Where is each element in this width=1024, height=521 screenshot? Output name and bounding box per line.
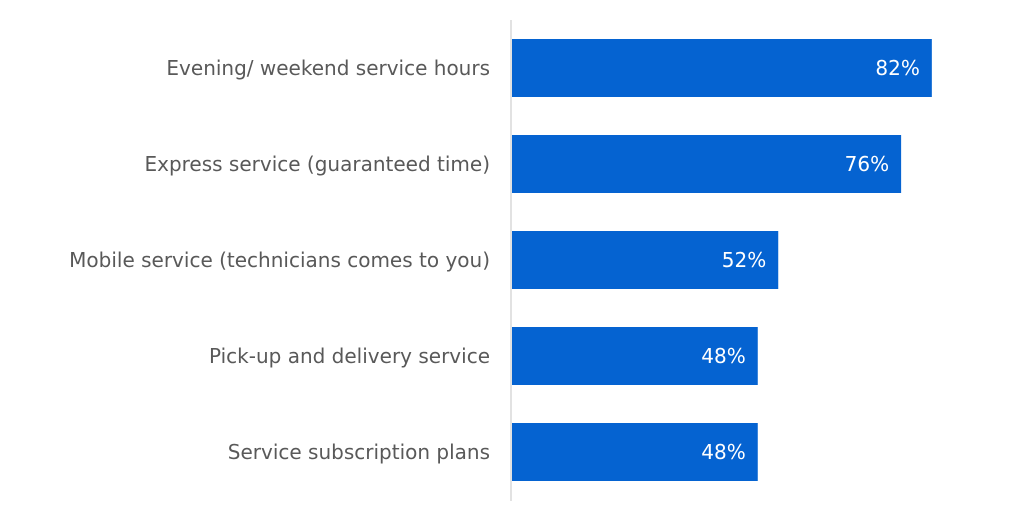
value-label-0: 82% bbox=[875, 56, 919, 80]
value-label-4: 48% bbox=[701, 440, 745, 464]
category-labels-layer: Evening/ weekend service hours Express se… bbox=[69, 56, 490, 464]
category-label-2: Mobile service (technicians comes to you… bbox=[69, 248, 490, 272]
category-label-3: Pick-up and delivery service bbox=[209, 344, 490, 368]
category-label-4: Service subscription plans bbox=[228, 440, 490, 464]
bar-4 bbox=[512, 423, 758, 481]
bar-2 bbox=[512, 231, 779, 289]
category-label-1: Express service (guaranteed time) bbox=[144, 152, 490, 176]
category-label-0: Evening/ weekend service hours bbox=[166, 56, 490, 80]
bar-0 bbox=[512, 39, 932, 97]
value-labels-layer: 82% 76% 52% 48% 48% bbox=[701, 56, 920, 464]
bar-1 bbox=[512, 135, 902, 193]
value-label-3: 48% bbox=[701, 344, 745, 368]
value-label-2: 52% bbox=[722, 248, 766, 272]
bars-layer bbox=[512, 39, 932, 481]
value-label-1: 76% bbox=[845, 152, 889, 176]
bar-3 bbox=[512, 327, 758, 385]
